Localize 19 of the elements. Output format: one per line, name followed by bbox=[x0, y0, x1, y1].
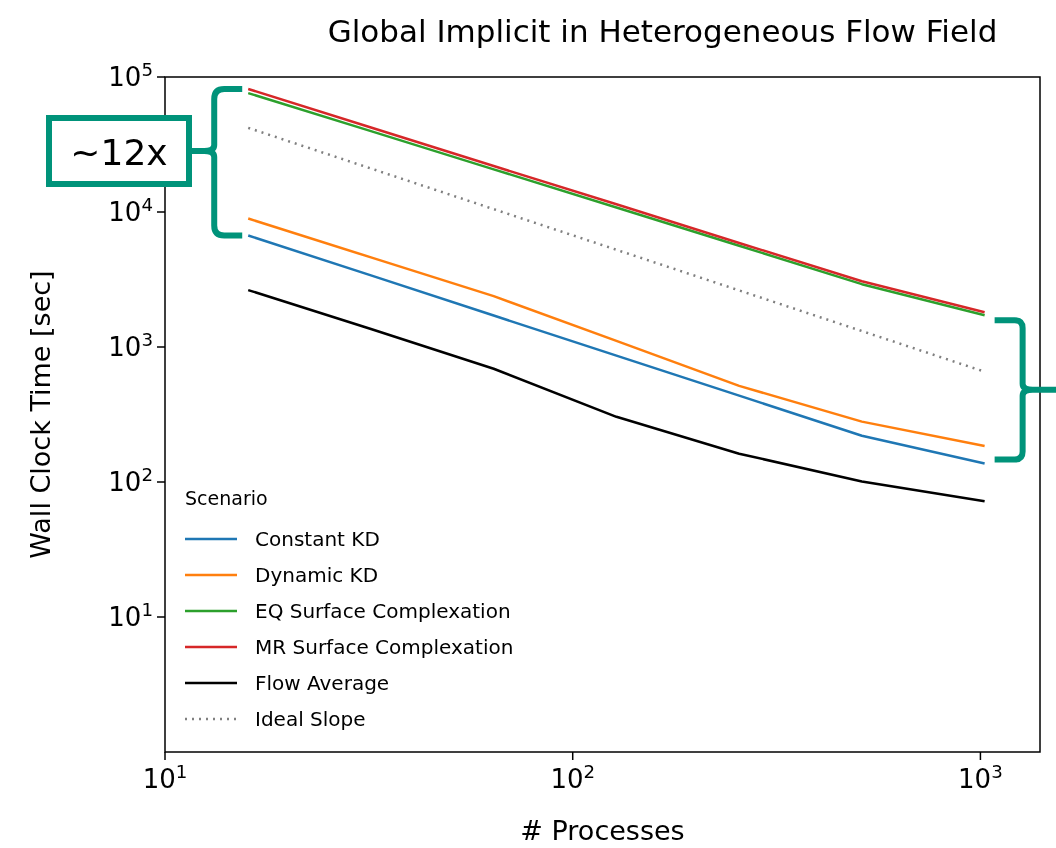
x-tick-label: 10$^{3}$ bbox=[958, 760, 1003, 794]
x-axis-title: # Processes bbox=[520, 815, 685, 846]
y-tick-label: 10$^{5}$ bbox=[108, 58, 153, 92]
y-tick-label: 10$^{4}$ bbox=[108, 193, 153, 227]
legend-title: Scenario bbox=[185, 487, 268, 509]
y-axis-title: Wall Clock Time [sec] bbox=[25, 270, 56, 559]
annotation: ~12x bbox=[70, 132, 168, 173]
chart-title: Global Implicit in Heterogeneous Flow Field bbox=[327, 13, 998, 49]
x-tick-label: 10$^{1}$ bbox=[142, 760, 188, 794]
y-tick-label: 10$^{1}$ bbox=[108, 598, 153, 632]
y-tick-label: 10$^{2}$ bbox=[108, 463, 153, 497]
legend-label: EQ Surface Complexation bbox=[255, 599, 511, 623]
y-tick-label: 10$^{3}$ bbox=[108, 328, 153, 362]
legend-label: Constant KD bbox=[255, 527, 380, 551]
legend-label: Ideal Slope bbox=[255, 707, 366, 731]
x-tick-label: 10$^{2}$ bbox=[550, 760, 596, 794]
legend-label: Dynamic KD bbox=[255, 563, 379, 587]
legend-label: Flow Average bbox=[255, 671, 390, 695]
legend-label: MR Surface Complexation bbox=[255, 635, 514, 659]
